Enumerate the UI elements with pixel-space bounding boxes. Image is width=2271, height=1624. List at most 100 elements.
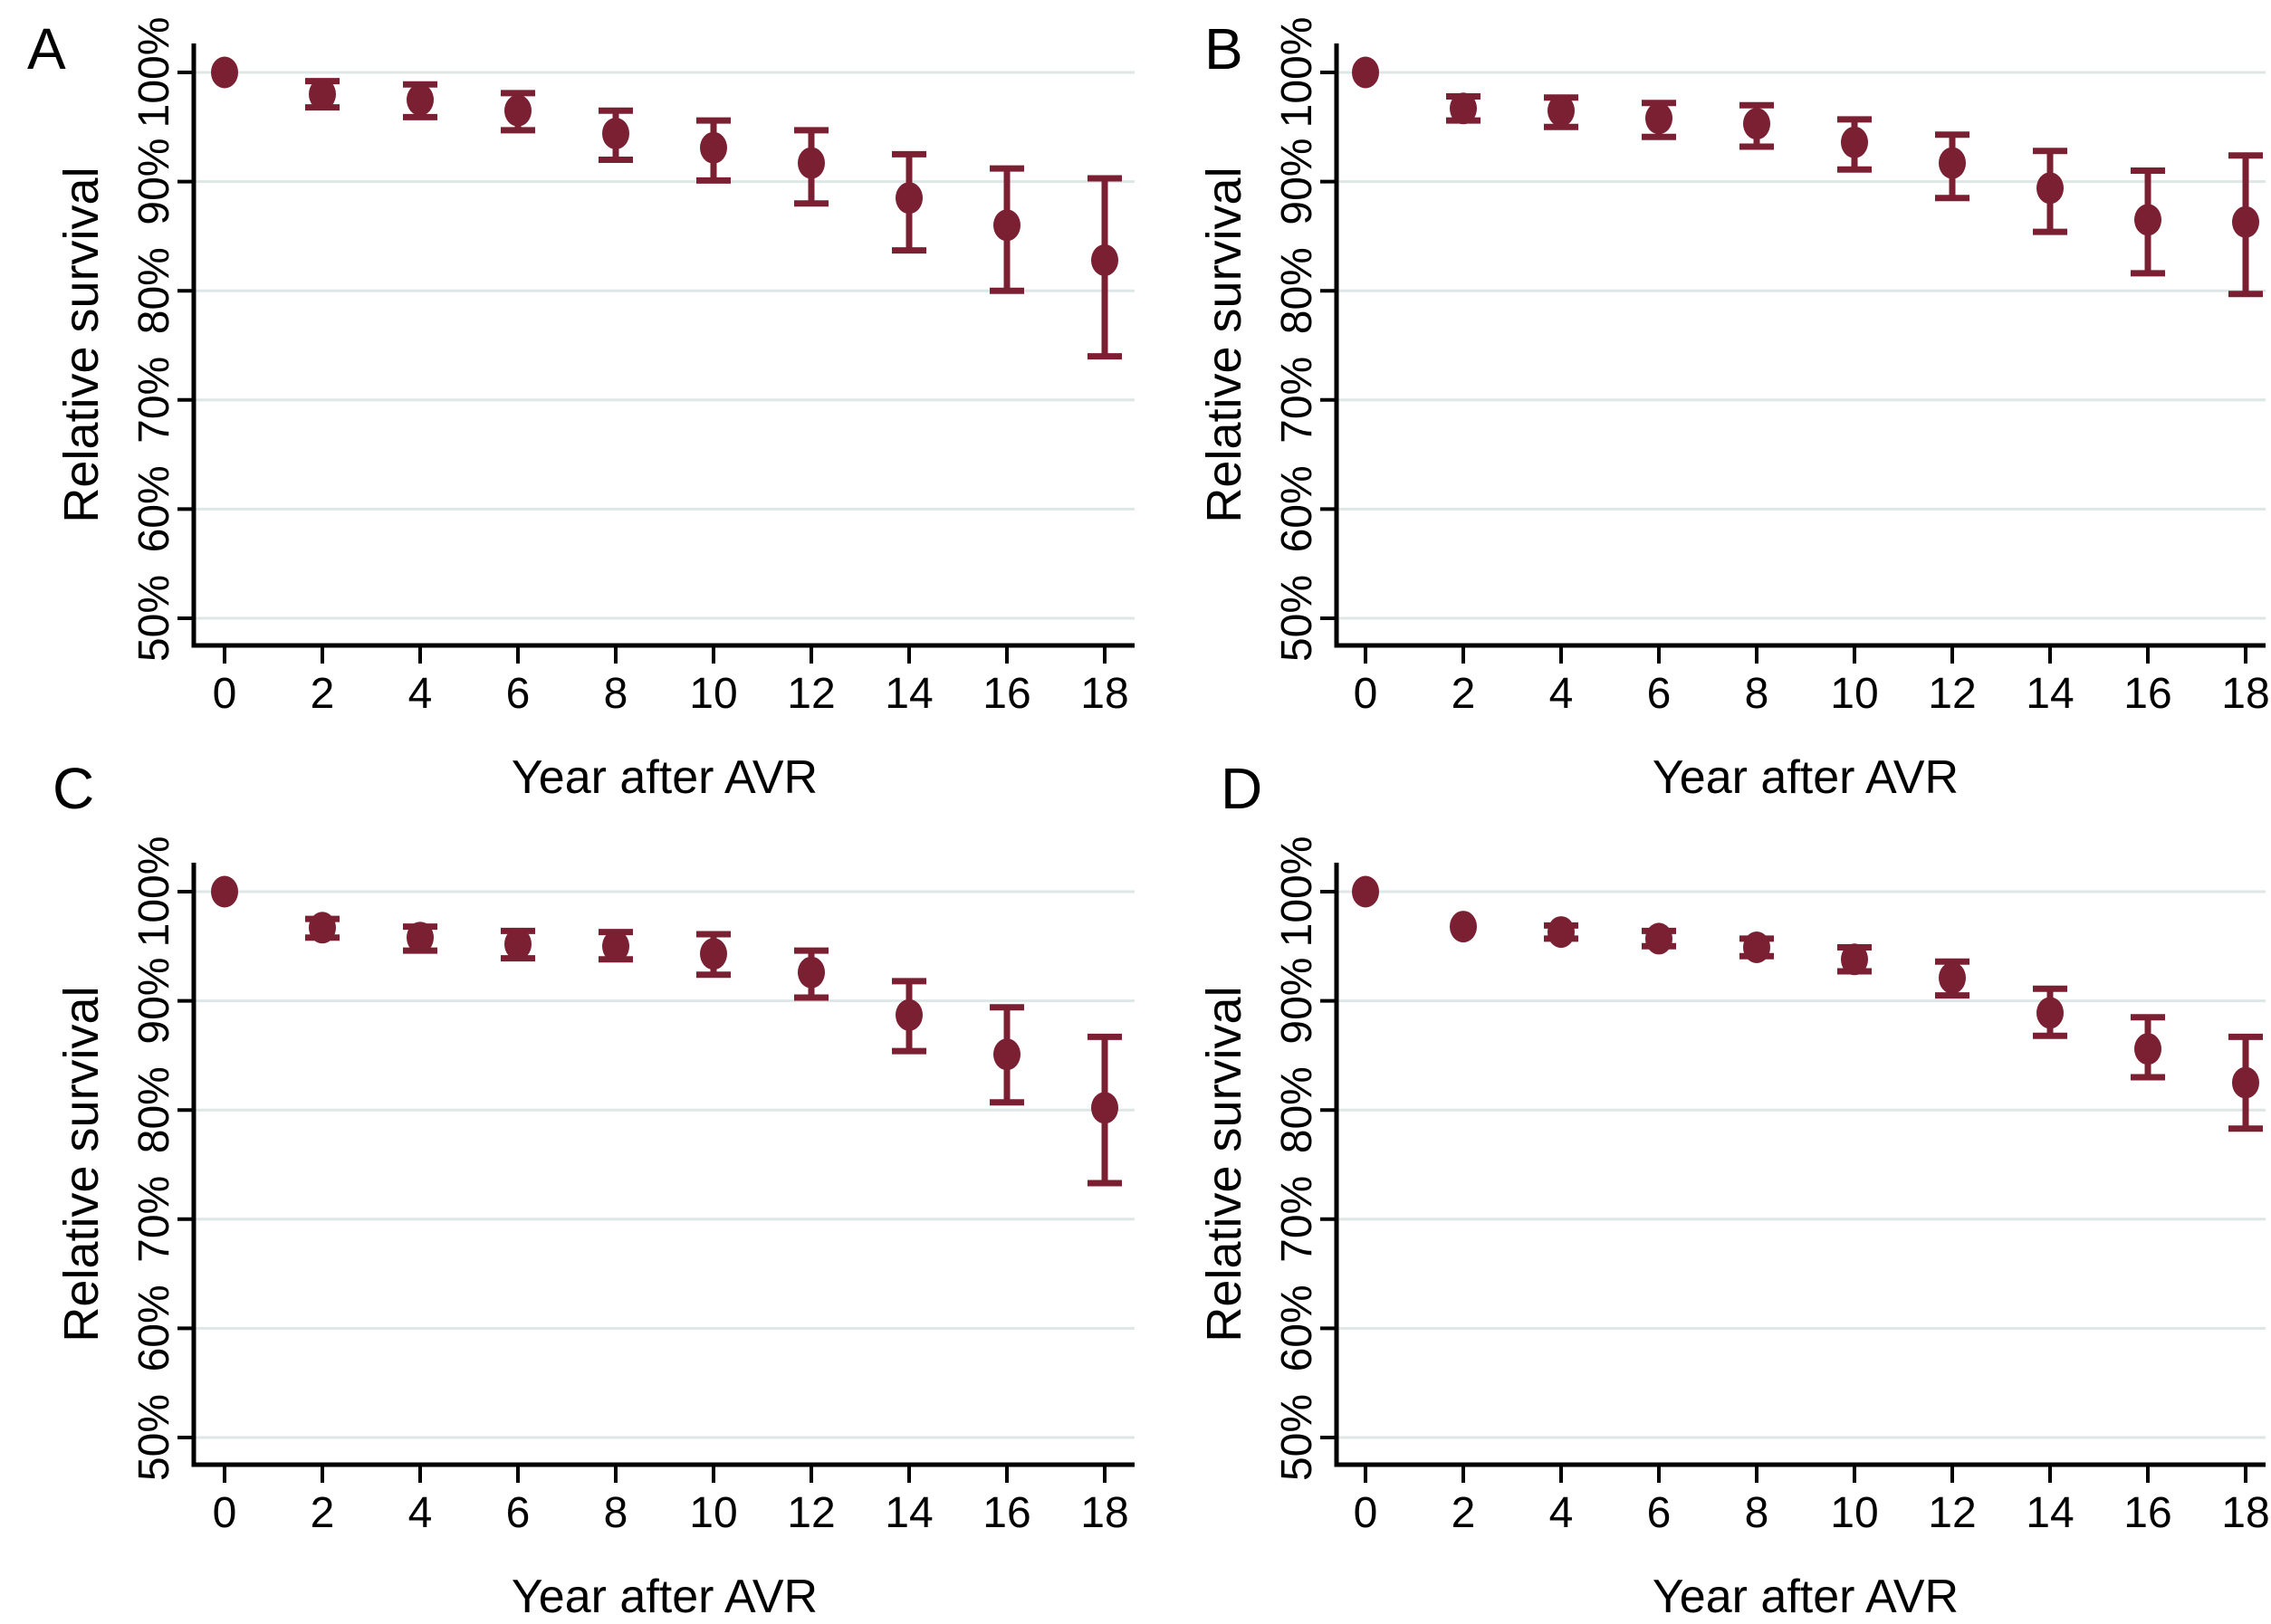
marker-circle — [1450, 92, 1477, 125]
marker-circle — [2134, 204, 2161, 236]
marker-circle — [1352, 56, 1379, 89]
data-point — [1642, 922, 1676, 955]
marker-circle — [798, 956, 825, 989]
data-point — [1935, 131, 1969, 202]
x-tick-label: 14 — [885, 670, 933, 718]
x-tick-label: 6 — [1647, 1489, 1672, 1537]
x-tick-label: 12 — [1928, 670, 1976, 718]
x-tick-label: 2 — [1452, 670, 1476, 718]
y-tick-label: 70% — [1273, 357, 1321, 444]
x-tick-label: 2 — [1452, 1489, 1476, 1537]
y-tick-label: 90% — [1273, 139, 1321, 225]
data-point — [599, 929, 633, 963]
data-point — [990, 1004, 1024, 1106]
y-tick-label: 100% — [1273, 836, 1321, 948]
marker-circle — [1645, 922, 1672, 955]
data-point — [1642, 100, 1676, 140]
x-tick-label: 8 — [1745, 1489, 1769, 1537]
data-point — [2131, 1014, 2165, 1081]
marker-circle — [700, 131, 727, 164]
y-tick-label: 70% — [130, 1176, 178, 1263]
x-tick-label: 0 — [213, 670, 237, 718]
data-point — [696, 117, 731, 184]
y-tick-label: 60% — [130, 1285, 178, 1371]
data-point — [794, 127, 829, 207]
x-tick-label: 6 — [506, 670, 531, 718]
data-point — [599, 107, 633, 163]
data-point — [2033, 985, 2067, 1039]
marker-circle — [1091, 244, 1118, 276]
marker-circle — [1352, 875, 1379, 908]
data-point — [1935, 958, 1969, 999]
data-point — [1739, 931, 1774, 963]
x-tick-label: 10 — [689, 670, 737, 718]
x-tick-label: 18 — [1080, 1489, 1128, 1537]
x-tick-label: 8 — [604, 1489, 628, 1537]
data-point — [1739, 101, 1774, 150]
y-tick-label: 80% — [1273, 247, 1321, 334]
x-axis-title: Year after AVR — [1653, 751, 1959, 804]
y-tick-label: 80% — [130, 247, 178, 334]
marker-circle — [1743, 931, 1770, 963]
panel-A: 50% 60% 70% 80% 90% 100% 0 2 4 6 8 10 12 14 16 18 Year a… — [27, 16, 1135, 804]
y-tick-label: 90% — [1273, 958, 1321, 1045]
data-point — [1837, 116, 1872, 173]
x-tick-label: 0 — [1354, 1489, 1378, 1537]
x-tick-label: 4 — [1549, 670, 1574, 718]
data-point — [403, 81, 437, 120]
marker-circle — [1939, 147, 1966, 179]
marker-circle — [1548, 916, 1575, 949]
x-tick-label: 2 — [311, 1489, 335, 1537]
marker-circle — [2232, 1066, 2259, 1099]
marker-circle — [798, 147, 825, 179]
y-tick-label: 80% — [130, 1066, 178, 1153]
data-point — [990, 165, 1024, 294]
y-tick-label: 60% — [1273, 1285, 1321, 1371]
marker-circle — [1743, 108, 1770, 140]
x-tick-label: 12 — [787, 1489, 835, 1537]
x-tick-label: 18 — [1080, 670, 1128, 718]
marker-circle — [602, 930, 629, 962]
panel-letter: C — [53, 756, 94, 821]
marker-circle — [407, 922, 434, 954]
y-tick-label: 80% — [1273, 1066, 1321, 1153]
marker-circle — [1450, 911, 1477, 943]
x-tick-label: 12 — [787, 670, 835, 718]
marker-circle — [993, 209, 1021, 242]
x-tick-label: 8 — [604, 670, 628, 718]
marker-circle — [1548, 94, 1575, 127]
y-tick-label: 100% — [130, 836, 178, 948]
x-tick-label: 14 — [2026, 1489, 2074, 1537]
data-point — [1837, 943, 1872, 976]
x-tick-label: 6 — [506, 1489, 531, 1537]
x-tick-label: 0 — [213, 1489, 237, 1537]
x-tick-label: 10 — [1830, 670, 1878, 718]
y-tick-label: 50% — [1273, 575, 1321, 662]
panel-B: 50% 60% 70% 80% 90% 100% 0 2 4 6 8 10 12 14 16 18 Year a… — [1197, 16, 2270, 804]
marker-circle — [896, 998, 923, 1031]
marker-circle — [309, 912, 336, 944]
x-tick-label: 10 — [1830, 1489, 1878, 1537]
marker-circle — [602, 118, 629, 149]
y-axis-title: Relative survival — [54, 167, 109, 522]
x-tick-label: 4 — [1549, 1489, 1574, 1537]
y-tick-label: 50% — [130, 575, 178, 662]
x-tick-label: 18 — [2221, 670, 2269, 718]
panel-D: 50% 60% 70% 80% 90% 100% 0 2 4 6 8 10 12 14 16 18 Year a… — [1197, 756, 2270, 1623]
data-point — [501, 927, 535, 962]
data-point — [1088, 175, 1122, 360]
data-point — [2228, 152, 2263, 298]
y-tick-label: 100% — [130, 17, 178, 129]
panel-letter: D — [1221, 756, 1262, 821]
x-tick-label: 10 — [689, 1489, 737, 1537]
x-axis-title: Year after AVR — [512, 751, 818, 804]
data-point — [1450, 911, 1477, 943]
data-point — [1352, 56, 1379, 89]
data-point — [501, 90, 535, 134]
x-tick-label: 8 — [1745, 670, 1769, 718]
y-tick-label: 70% — [1273, 1176, 1321, 1263]
marker-circle — [211, 875, 238, 908]
data-point — [2131, 167, 2165, 277]
